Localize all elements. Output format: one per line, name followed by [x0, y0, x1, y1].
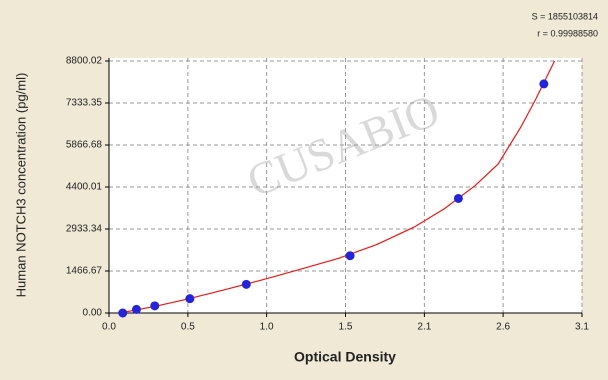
y-tick-label: 7333.35 [66, 98, 103, 109]
x-tick-label: 2.6 [496, 322, 510, 333]
y-tick-label: 2933.34 [66, 224, 103, 235]
y-tick-label: 5866.68 [66, 140, 103, 151]
data-point [118, 308, 128, 318]
x-axis-title: Optical Density [294, 349, 396, 365]
x-tick-label: 3.1 [575, 322, 589, 333]
y-axis-title: Human NOTCH3 concentration (pg/ml) [13, 73, 28, 298]
data-point [241, 279, 251, 289]
y-tick-label: 0.00 [83, 308, 103, 319]
data-point [131, 304, 141, 314]
data-point [185, 294, 195, 304]
data-point [539, 79, 549, 89]
x-tick-label: 0.0 [102, 322, 116, 333]
x-tick-label: 1.5 [339, 322, 353, 333]
data-point [345, 251, 355, 261]
x-tick-label: 1.0 [260, 322, 274, 333]
data-point [453, 193, 463, 203]
fit-curve [119, 60, 556, 314]
x-tick-label: 2.1 [417, 322, 431, 333]
y-tick-label: 8800.02 [66, 56, 103, 67]
stat-text: r = 0.99988580 [537, 28, 598, 38]
stat-text: S = 1855103814 [532, 11, 598, 21]
y-tick-label: 4400.01 [66, 182, 103, 193]
data-point [150, 301, 160, 311]
x-tick-label: 0.5 [181, 322, 195, 333]
y-tick-label: 1466.67 [66, 266, 103, 277]
